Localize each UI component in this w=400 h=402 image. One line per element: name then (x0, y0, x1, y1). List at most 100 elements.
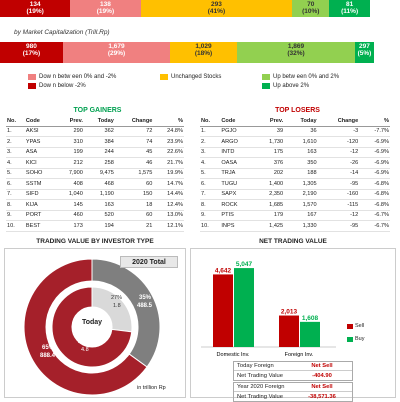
mcap-segment-5: 297 (5%) (355, 42, 374, 63)
table-row: 6. SSTM 408 468 60 14.7% (6, 178, 184, 190)
gainers-cell: 72 (114, 126, 154, 137)
losers-cell: -14 (317, 168, 360, 179)
losers-cell: -12 (317, 210, 360, 221)
losers-cell: -6.9% (359, 157, 390, 169)
gainers-cell: SOHO (24, 168, 57, 179)
gainers-cell: 12.4% (153, 199, 184, 211)
losers-cell: -6.8% (359, 199, 390, 211)
breadth-segment-pct: (11%) (341, 8, 359, 15)
losers-cell: 376 (254, 157, 285, 169)
legend-item: Dow n betw een 0% and -2% (28, 74, 116, 80)
outer-main-val: 888.4 (40, 353, 56, 359)
table-row: 2. YPAS 310 384 74 23.9% (6, 136, 184, 148)
gainers-cell: 199 (56, 147, 84, 158)
legend-buy: Buy (347, 336, 364, 342)
mcap-segment-value: 1,869 (287, 43, 305, 50)
losers-cell: -6.7% (359, 220, 390, 232)
losers-cell: -95 (317, 178, 360, 190)
losers-cell: -3 (317, 126, 360, 137)
losers-cell: 1,305 (284, 178, 318, 190)
gainers-cell: 163 (83, 199, 115, 211)
gainers-cell: 21.7% (153, 157, 184, 169)
net-panel: 4,642 5,047 Domestic Inv. 2,013 1,608 Foreign… (190, 248, 396, 402)
gainers-cell: 520 (83, 210, 115, 221)
table-row: 9. PTIS 179 167 -12 -6.7% (200, 210, 390, 221)
table-row: 7. SAPX 2,350 2,190 -160 -6.8% (200, 189, 390, 200)
mcap-segment-pct: (17%) (22, 50, 41, 57)
gainers-cell: 460 (56, 210, 84, 221)
gainers-cell: 12.1% (153, 220, 184, 232)
gainers-column-header: Change (114, 117, 154, 127)
legend-item: Unchanged Stocks (160, 74, 221, 80)
table-row: 5. SOHO 7,900 9,475 1,575 19.9% (6, 168, 184, 179)
losers-cell: PTIS (220, 210, 255, 221)
losers-cell: 1,610 (284, 136, 318, 148)
gainers-cell: 22.6% (153, 147, 184, 158)
breadth-segment-value: 293 (211, 1, 222, 8)
legend-label: Up betw een 0% and 2% (273, 74, 340, 80)
breadth-segment-1: 134 (19%) (0, 0, 71, 17)
gainers-cell: 173 (56, 220, 84, 232)
losers-cell: 3. (200, 147, 221, 158)
mcap-segment-1: 980 (17%) (0, 42, 63, 63)
legend-sell: Sell (347, 323, 364, 329)
losers-cell: 2,190 (284, 189, 318, 200)
gainers-cell: 60 (114, 210, 154, 221)
gainers-cell: BEST (24, 220, 57, 232)
table-row: 8. KIJA 145 163 18 12.4% (6, 199, 184, 211)
losers-cell: SAPX (220, 189, 255, 200)
net-panel-title: NET TRADING VALUE (259, 238, 327, 245)
losers-cell: 188 (284, 168, 318, 179)
gainers-cell: 7. (6, 189, 25, 200)
bar-data-label: 1,608 (302, 315, 319, 322)
inner-main-val: 4.8 (81, 347, 89, 353)
legend-sell-label: Sell (355, 323, 365, 329)
table-row: 10. BEST 173 194 21 12.1% (6, 220, 184, 232)
losers-cell: INTD (220, 147, 255, 158)
year-net-row: Net Trading Value -38,571.36 (234, 392, 352, 401)
sell-swatch (347, 323, 353, 329)
losers-cell: 167 (284, 210, 318, 221)
today-foreign-val: Net Sell (311, 363, 333, 369)
today-net-val: -404.90 (312, 372, 332, 379)
losers-cell: ROCK (220, 199, 255, 211)
losers-header-row: No. Code Prev. Today Change% (200, 117, 390, 127)
bar-buy (300, 321, 320, 347)
table-row: 7. SIFD 1,040 1,190 150 14.4% (6, 189, 184, 200)
losers-cell: -26 (317, 157, 360, 169)
losers-column-header: % (359, 117, 390, 127)
gainers-cell: 1,575 (114, 168, 154, 179)
year-net-key: Net Trading Value (237, 393, 283, 400)
losers-cell: 8. (200, 199, 221, 211)
losers-cell: 202 (254, 168, 285, 179)
table-row: 6. TUGU 1,400 1,305 -95 -6.8% (200, 178, 390, 190)
losers-cell: 1,730 (254, 136, 285, 148)
bar-data-label: 5,047 (236, 261, 253, 268)
table-row: 3. ASA 199 244 45 22.6% (6, 147, 184, 158)
gainers-cell: 21 (114, 220, 154, 232)
legend-item: Up above 2% (262, 83, 309, 89)
gainers-cell: KICI (24, 157, 57, 169)
losers-cell: TRJA (220, 168, 255, 179)
legend-label: Dow n below -2% (39, 83, 86, 89)
breadth-segment-value: 138 (100, 1, 111, 8)
gainers-cell: 212 (56, 157, 84, 169)
losers-cell: 1,330 (284, 220, 318, 232)
mcap-bar: 980 (17%) 1,679 (29%) 1,029 (18%) 1,869 (32%) 29… (0, 42, 374, 63)
legend-swatch (28, 83, 36, 89)
gainers-cell: YPAS (24, 136, 57, 148)
net-bar-chart: 4,642 5,047 Domestic Inv. 2,013 1,608 Foreign… (201, 261, 336, 358)
gainers-cell: 60 (114, 178, 154, 190)
outer-val: 488.5 (137, 303, 153, 309)
legend-swatch (262, 74, 270, 80)
gainers-cell: KIJA (24, 199, 57, 211)
losers-cell: 7. (200, 189, 221, 200)
mcap-label: by Market Capitalization (Trill.Rp) (14, 29, 110, 36)
gainers-cell: 14.4% (153, 189, 184, 200)
losers-cell: 5. (200, 168, 221, 179)
table-row: 4. OASA 376 350 -26 -6.9% (200, 157, 390, 169)
today-foreign-box: Today Foreign Net Sell Net Trading Value -… (233, 361, 353, 381)
losers-cell: TUGU (220, 178, 255, 190)
year-net-val: -38,571.36 (308, 393, 336, 400)
losers-column-header: Code (220, 117, 255, 127)
